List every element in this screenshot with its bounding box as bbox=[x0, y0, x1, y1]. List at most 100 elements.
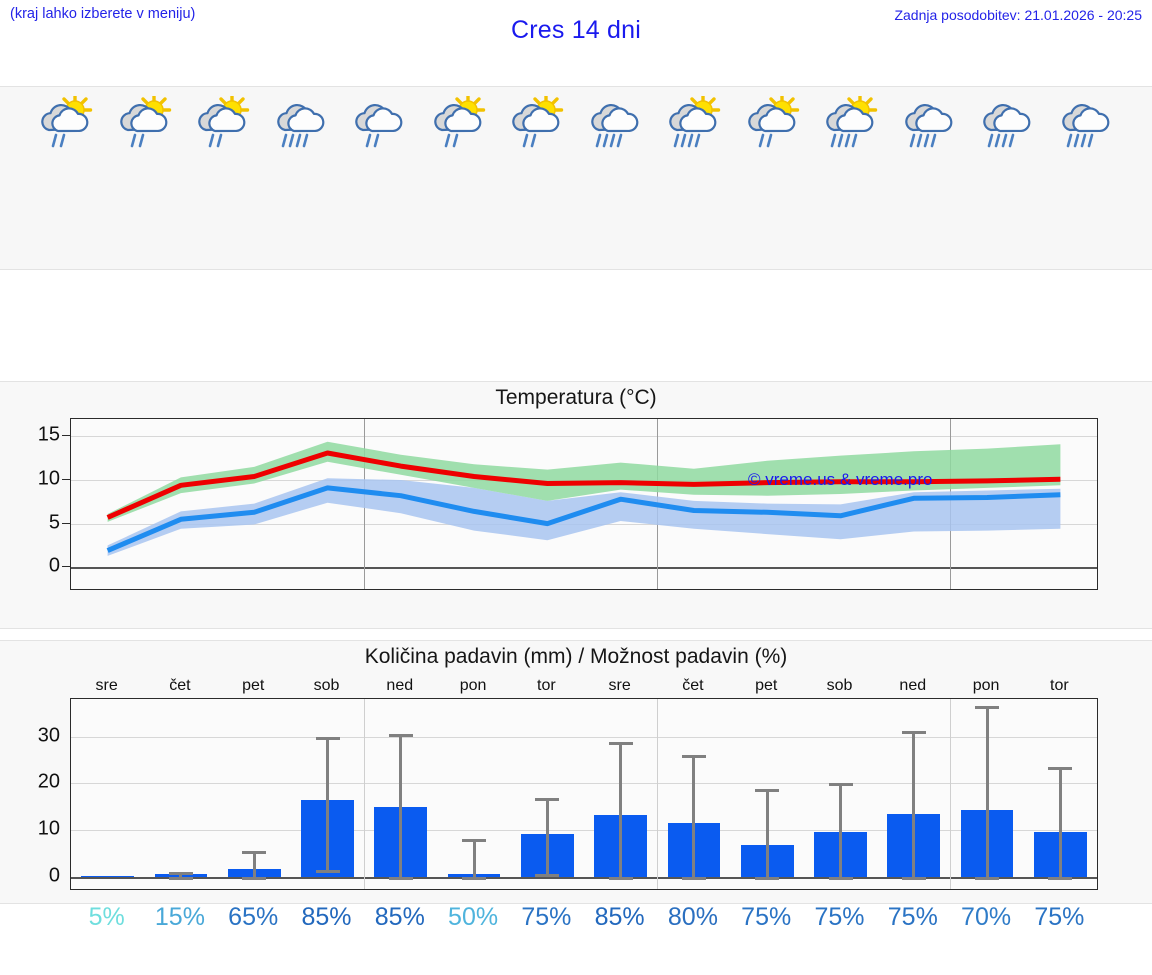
temperature-chart-title: Temperatura (°C) bbox=[495, 386, 657, 409]
y-axis-tick-label: 20 bbox=[37, 770, 60, 793]
sun-cloud-light-rain-icon bbox=[41, 96, 93, 148]
error-bar-line bbox=[545, 797, 549, 874]
day-column[interactable] bbox=[657, 87, 736, 269]
error-bar-cap bbox=[242, 877, 267, 881]
y-axis-tick bbox=[62, 435, 70, 437]
error-bar-cap bbox=[901, 877, 926, 881]
day-column[interactable] bbox=[108, 87, 187, 269]
precipitation-day-label: čet bbox=[169, 677, 191, 694]
day-column[interactable] bbox=[1050, 87, 1129, 269]
precipitation-day-label: ned bbox=[386, 677, 414, 694]
error-bar-line bbox=[619, 742, 623, 878]
precipitation-probability: 80% bbox=[667, 903, 718, 931]
gridline bbox=[71, 830, 1097, 832]
temperature-series bbox=[106, 441, 1061, 556]
y-axis-tick-label: 15 bbox=[37, 423, 60, 446]
error-bar-cap bbox=[755, 877, 780, 881]
error-bar-cap bbox=[755, 788, 780, 792]
sun-cloud-light-rain-icon bbox=[198, 96, 250, 148]
error-bar-cap bbox=[1048, 877, 1073, 881]
precipitation-day-label: pet bbox=[242, 677, 265, 694]
precipitation-chart-title: Količina padavin (mm) / Možnost padavin … bbox=[364, 645, 788, 668]
day-column[interactable] bbox=[422, 87, 501, 269]
gridline bbox=[71, 436, 1097, 438]
error-bar-cap bbox=[242, 851, 267, 855]
error-bar-cap bbox=[315, 869, 340, 873]
cloud-rain-icon bbox=[276, 103, 325, 148]
error-bar-line bbox=[252, 851, 256, 878]
error-bar-line bbox=[692, 755, 696, 878]
precipitation-probability: 85% bbox=[301, 903, 352, 931]
y-axis-tick-label: 10 bbox=[37, 817, 60, 840]
cloud-rain-icon bbox=[590, 103, 639, 148]
error-bar-cap bbox=[388, 877, 413, 881]
gridline bbox=[71, 567, 1097, 569]
vertical-gridline bbox=[364, 699, 366, 889]
precipitation-probability: 75% bbox=[887, 903, 938, 931]
error-bar-line bbox=[326, 737, 329, 870]
precipitation-day-label: sre bbox=[608, 677, 631, 694]
y-axis-tick bbox=[62, 479, 70, 481]
temperature-chart-panel: Temperatura (°C) 0 5 10 15 © vreme.us & vre… bbox=[0, 381, 1152, 629]
error-bar-cap bbox=[901, 730, 926, 734]
day-column[interactable] bbox=[343, 87, 422, 269]
error-bar-cap bbox=[462, 838, 487, 842]
precipitation-probability: 50% bbox=[448, 903, 499, 931]
page-title: Cres 14 dni bbox=[510, 16, 642, 44]
error-bar-cap bbox=[681, 877, 706, 881]
error-bar-cap bbox=[828, 783, 853, 787]
day-column[interactable] bbox=[265, 87, 344, 269]
precipitation-probability: 85% bbox=[594, 903, 645, 931]
y-axis-tick-label: 5 bbox=[48, 511, 60, 534]
error-bar-cap bbox=[388, 733, 413, 737]
error-bar-cap bbox=[828, 877, 853, 881]
y-axis-tick-label: 0 bbox=[48, 554, 60, 577]
precipitation-probability: 65% bbox=[228, 903, 279, 931]
precipitation-plot-area bbox=[70, 698, 1098, 890]
cloud-rain-icon bbox=[1061, 103, 1110, 148]
sun-cloud-light-rain-icon bbox=[512, 96, 564, 148]
error-bar-cap bbox=[462, 877, 487, 881]
error-bar-cap bbox=[535, 873, 560, 877]
day-column[interactable] bbox=[814, 87, 893, 269]
precipitation-day-label: pon bbox=[972, 677, 1000, 694]
sun-cloud-light-rain-icon bbox=[433, 96, 485, 148]
daily-forecast-strip bbox=[0, 86, 1152, 270]
vertical-gridline bbox=[657, 699, 659, 889]
cloud-rain-icon bbox=[983, 103, 1031, 148]
error-bar-cap bbox=[168, 877, 193, 881]
day-column[interactable] bbox=[29, 87, 108, 269]
y-axis-tick-label: 30 bbox=[37, 724, 60, 747]
precipitation-day-label: sre bbox=[95, 677, 118, 694]
sun-cloud-rain-icon bbox=[826, 96, 878, 148]
y-axis-tick bbox=[62, 522, 70, 524]
error-bar-cap bbox=[975, 877, 1000, 881]
error-bar-line bbox=[912, 730, 916, 878]
day-column[interactable] bbox=[893, 87, 972, 269]
sun-cloud-light-rain-icon bbox=[119, 96, 171, 148]
error-bar-cap bbox=[535, 797, 560, 801]
error-bar-line bbox=[1058, 767, 1062, 878]
day-column[interactable] bbox=[500, 87, 579, 269]
gridline bbox=[71, 877, 1097, 879]
day-column[interactable] bbox=[579, 87, 658, 269]
error-bar-line bbox=[472, 838, 476, 878]
cloud-rain-icon bbox=[904, 103, 953, 148]
copyright-label: © vreme.us & vreme.pro bbox=[748, 470, 933, 489]
day-column[interactable] bbox=[971, 87, 1050, 269]
day-column[interactable] bbox=[186, 87, 265, 269]
gridline bbox=[71, 736, 1097, 738]
precipitation-probability: 75% bbox=[741, 903, 792, 931]
gridline bbox=[71, 783, 1097, 785]
vertical-gridline bbox=[950, 699, 952, 889]
precipitation-day-label: tor bbox=[537, 677, 556, 694]
precipitation-day-label: ned bbox=[899, 677, 927, 694]
day-column[interactable] bbox=[736, 87, 815, 269]
y-axis-tick-label: 10 bbox=[37, 467, 60, 490]
precipitation-chart-panel: Količina padavin (mm) / Možnost padavin … bbox=[0, 640, 1152, 904]
precipitation-day-label: sob bbox=[826, 677, 853, 694]
precipitation-probability: 75% bbox=[521, 903, 572, 931]
precipitation-probability: 5% bbox=[88, 903, 125, 931]
error-bar-cap bbox=[608, 742, 633, 746]
precipitation-bar[interactable] bbox=[81, 875, 135, 878]
